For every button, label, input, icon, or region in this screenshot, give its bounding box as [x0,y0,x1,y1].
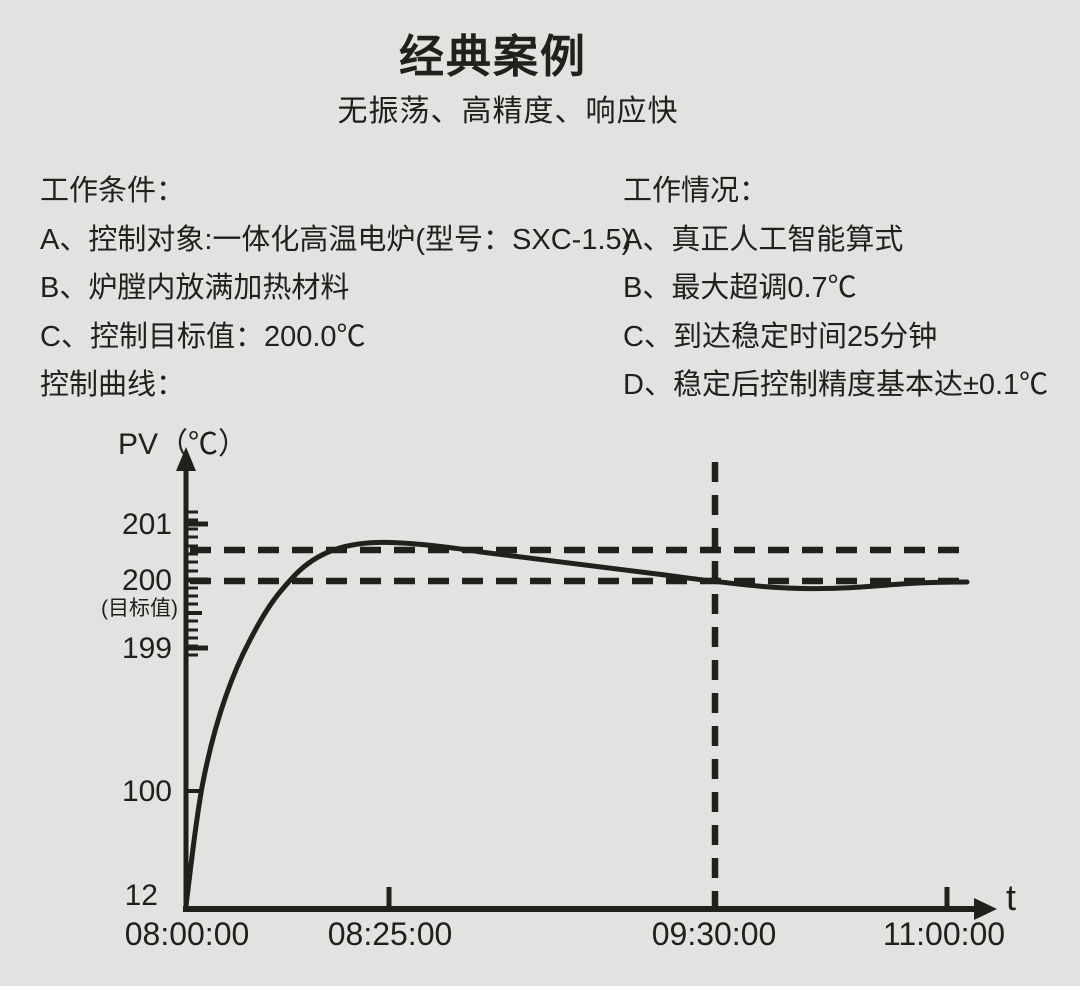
page-title: 经典案例 [398,31,587,82]
x-tick-080000: 08:00:00 [124,916,250,952]
y-axis-label: PV（℃） [118,428,249,461]
result-item-a: A、真正人工智能算式 [623,223,904,256]
y-axis-minor-ticks [186,510,198,657]
y-tick-200: 200 [121,564,172,597]
results-heading: 工作情况： [623,175,769,207]
y-tick-100: 100 [121,775,172,808]
result-item-c: C、到达稳定时间25分钟 [623,320,938,353]
working-conditions-panel: 工作条件： A、控制对象:一体化高温电炉(型号：SXC-1.5) B、炉膛内放满… [40,167,631,410]
x-tick-110000: 11:00:00 [882,916,1006,952]
y-axis-arrow-icon [176,447,196,471]
x-tick-082500: 08:25:00 [327,916,453,952]
page-subtitle: 无振荡、高精度、响应快 [337,95,679,128]
result-item-d: D、稳定后控制精度基本达±0.1℃ [623,369,1049,401]
y-tick-12: 12 [124,879,158,912]
condition-item-a: A、控制对象:一体化高温电炉(型号：SXC-1.5) [40,223,632,256]
y-tick-201: 201 [121,508,172,541]
x-axis-label: t [1006,877,1017,918]
conditions-heading: 工作条件： [40,175,186,207]
condition-item-b: B、炉膛内放满加热材料 [40,272,350,304]
y-tick-target-note: (目标值) [101,597,178,620]
x-axis-arrow-icon [974,898,997,920]
x-tick-093000: 09:30:00 [651,916,777,952]
working-results-panel: 工作情况： A、真正人工智能算式 B、最大超调0.7℃ C、到达稳定时间25分钟… [623,167,1048,410]
y-tick-199: 199 [121,632,172,665]
condition-item-c: C、控制目标值：200.0℃ [40,320,366,353]
pv-curve [183,539,970,909]
control-curve-caption: 控制曲线： [40,369,186,401]
result-item-b: B、最大超调0.7℃ [623,272,857,304]
x-axis-ticks [386,887,950,906]
